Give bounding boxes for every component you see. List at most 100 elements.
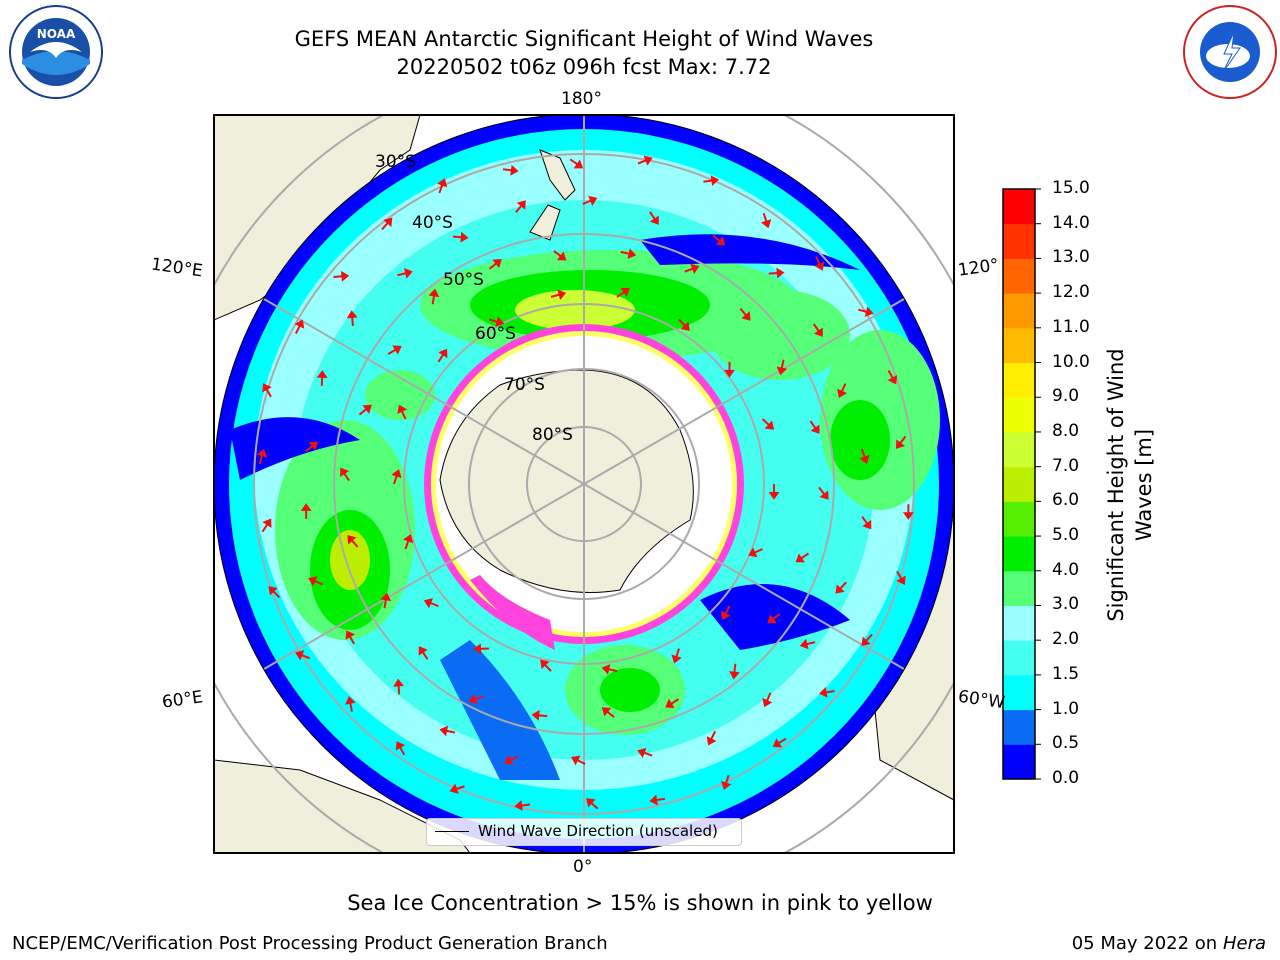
wind-arrow-head	[473, 643, 482, 655]
wind-arrow-head	[706, 736, 717, 746]
wind-arrow	[488, 262, 498, 270]
wind-arrow-head	[340, 270, 350, 282]
wind-arrow	[438, 184, 444, 194]
wind-arrow	[550, 293, 560, 298]
wind-arrow-head	[724, 369, 735, 378]
colorbar-segment	[1003, 431, 1035, 468]
colorbar-tick-label: 0.0	[1052, 768, 1080, 788]
wind-arrow-head	[392, 345, 402, 355]
wind-arrow-head	[902, 512, 914, 520]
wind-arrow	[544, 663, 552, 672]
wind-arrow-head	[819, 686, 828, 698]
wind-arrow	[474, 695, 484, 701]
wind-arrow-head	[468, 693, 478, 705]
wind-arrow-head	[391, 469, 402, 479]
wind-arrow	[349, 702, 353, 712]
wind-arrow-head	[495, 316, 505, 327]
wind-arrow-head	[721, 780, 732, 791]
colorbar-tick-label: 9.0	[1052, 386, 1080, 407]
wind-arrow	[620, 250, 630, 255]
colorbar	[1003, 188, 1041, 780]
colorbar-segment	[1003, 570, 1035, 606]
wind-arrow-head	[862, 519, 872, 530]
wind-arrow-head	[764, 420, 775, 430]
colorbar-tick-label: 7.0	[1052, 455, 1080, 476]
wind-arrow-head	[715, 236, 726, 246]
footer-organization: NCEP/EMC/Verification Post Processing Pr…	[12, 933, 608, 954]
wind-arrow-head	[671, 654, 682, 664]
wind-arrow-head	[720, 610, 731, 620]
wind-arrow-head	[767, 614, 777, 624]
colorbar-tick-label: 12.0	[1052, 282, 1090, 303]
wind-arrow	[777, 737, 787, 745]
wind-arrow	[753, 548, 763, 554]
wind-arrow	[452, 235, 462, 239]
wind-arrow	[429, 601, 439, 608]
wind-arrow-head	[308, 576, 318, 587]
wind-arrow-head	[380, 592, 392, 602]
wind-arrow-head	[819, 490, 829, 500]
wind-arrow	[502, 168, 513, 172]
wind-arrow	[300, 654, 311, 660]
wind-arrow-head	[649, 215, 659, 225]
wind-arrow-head	[460, 231, 469, 243]
wind-arrow	[649, 211, 656, 220]
wind-arrow	[393, 475, 398, 485]
wind-arrow-head	[729, 671, 740, 680]
colorbar-segment	[1003, 293, 1035, 329]
wind-arrow-head	[776, 267, 785, 279]
wind-arrow	[800, 552, 810, 560]
wind-arrow	[350, 539, 359, 548]
footer-date: 05 May 2022 on Hera	[1072, 933, 1266, 954]
wind-arrow-head	[637, 747, 647, 759]
wind-arrow-head	[438, 348, 448, 359]
colorbar-segment	[1003, 640, 1035, 676]
wind-arrow-head	[362, 404, 372, 414]
wind-arrow	[761, 418, 770, 426]
wind-arrow-head	[864, 306, 874, 317]
wind-arrow	[768, 271, 778, 275]
wind-arrow-head	[428, 288, 440, 298]
wind-arrow	[582, 199, 592, 205]
wind-arrow	[724, 774, 730, 784]
wind-arrow	[455, 785, 465, 791]
lat-label-30s: 30°S	[375, 152, 416, 172]
wind-arrow	[590, 801, 599, 810]
wind-arrow-head	[262, 518, 272, 528]
colorbar-tick-label: 4.0	[1052, 559, 1080, 580]
wind-arrow	[383, 599, 387, 609]
wind-arrow-head	[814, 261, 825, 271]
colorbar-segment	[1003, 744, 1035, 780]
wind-arrow-head	[418, 646, 428, 656]
wind-arrow-head	[437, 178, 448, 188]
wind-arrow	[272, 590, 281, 599]
wind-arrow-head	[531, 709, 540, 721]
map-legend: Wind Wave Direction (unscaled)	[426, 818, 742, 846]
wind-arrow	[509, 755, 519, 762]
wind-arrow-head	[620, 287, 630, 297]
wind-arrow-head	[813, 327, 823, 337]
wind-arrow-head	[340, 467, 350, 477]
wind-arrow-head	[268, 586, 278, 596]
wind-arrow-head	[345, 696, 356, 705]
chart-title: GEFS MEAN Antarctic Significant Height o…	[294, 27, 874, 51]
wind-arrow-head	[492, 259, 502, 269]
wind-arrow-head	[556, 251, 567, 261]
wind-arrow	[670, 698, 680, 705]
colorbar-segment	[1003, 501, 1035, 537]
wind-arrow-head	[762, 697, 773, 708]
footer-host: Hera	[1222, 933, 1266, 954]
lat-label-60s: 60°S	[475, 324, 516, 344]
wind-arrow	[812, 323, 820, 332]
colorbar-tick-label: 3.0	[1052, 594, 1080, 615]
colorbar-segment	[1003, 709, 1035, 745]
wind-arrow	[445, 729, 456, 734]
wind-arrow	[865, 633, 873, 642]
wind-arrow-head	[300, 503, 312, 511]
new-zealand-land	[529, 149, 576, 241]
colorbar-segment	[1003, 397, 1035, 433]
chart-subtitle: 20220502 t06z 096h fcst Max: 7.72	[396, 55, 772, 79]
wind-arrow-head	[887, 374, 898, 385]
wind-arrow	[825, 690, 835, 694]
